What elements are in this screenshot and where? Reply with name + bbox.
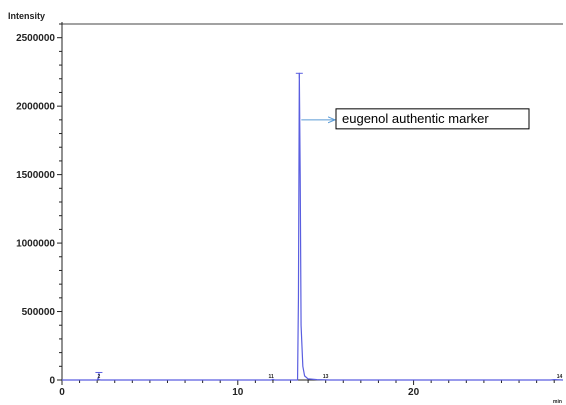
x-axis-unit-label: min [553, 399, 562, 405]
peak-number-label: 2 [98, 374, 101, 380]
y-tick-label: 1000000 [16, 239, 55, 250]
annotation-box [335, 108, 530, 130]
y-axis-title: Intensity [8, 11, 45, 21]
y-tick-label: 500000 [22, 307, 56, 318]
peak-number-label: 11 [269, 374, 275, 380]
x-tick-label: 20 [408, 387, 420, 398]
y-tick-label: 1500000 [16, 170, 55, 181]
x-tick-label: 0 [59, 387, 65, 398]
y-tick-label: 2000000 [16, 102, 55, 113]
y-tick-label: 2500000 [16, 33, 55, 44]
x-tick-label: 10 [232, 387, 244, 398]
peak-number-label: 13 [323, 374, 329, 380]
annotation-text: eugenol authentic marker [342, 111, 489, 126]
series-line [62, 72, 564, 381]
peak-number-label: 14 [557, 374, 563, 380]
y-tick-label: 0 [49, 376, 55, 387]
